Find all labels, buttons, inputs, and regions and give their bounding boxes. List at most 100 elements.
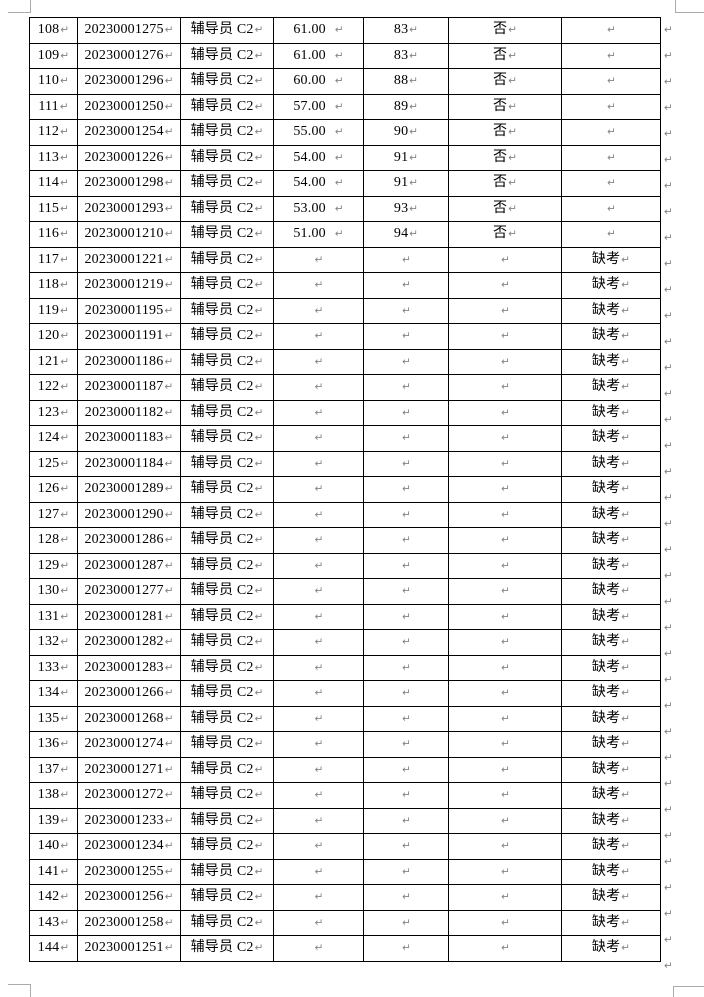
paragraph-mark-icon: ↵ (254, 202, 264, 215)
cell-candidate-id-text: 20230001255 (84, 863, 164, 879)
cell-note-text: 缺考 (591, 583, 621, 598)
cell-interview-flag-text: 否 (492, 73, 508, 88)
paragraph-mark-icon: ↵ (621, 559, 631, 572)
paragraph-mark-icon: ↵ (402, 610, 411, 623)
cell-interview-flag-text: 否 (492, 149, 508, 165)
cell-row-number-text: 116 (38, 226, 60, 241)
cell-row-number: 114↵ (29, 170, 78, 197)
paragraph-mark-icon: ↵ (501, 840, 510, 852)
paragraph-mark-icon: ↵ (60, 559, 70, 572)
table-row: 112↵ 20230001254↵ 辅导员 C2↵ 55.00 ↵ 90↵ 否↵ ↵ (29, 119, 661, 146)
cell-interview-flag: 否↵ (448, 68, 562, 95)
paragraph-mark-icon: ↵ (164, 457, 174, 470)
cell-candidate-id-text: 20230001281 (84, 608, 164, 624)
paragraph-mark-icon: ↵ (314, 610, 324, 623)
row-end-paragraph-mark-icon: ↵ (664, 128, 673, 140)
row-end-paragraph-mark-icon: ↵ (664, 76, 673, 88)
paragraph-mark-icon: ↵ (314, 381, 324, 393)
paragraph-mark-icon: ↵ (164, 151, 174, 164)
table-row: 132↵ 20230001282↵ 辅导员 C2↵ ↵ ↵ ↵ 缺考↵ (29, 629, 661, 656)
paragraph-mark-icon: ↵ (402, 891, 411, 903)
paragraph-mark-icon: ↵ (60, 126, 69, 138)
paragraph-mark-icon: ↵ (621, 763, 631, 776)
cell-row-number: 137↵ (29, 756, 78, 783)
row-end-paragraph-mark-icon: ↵ (664, 24, 673, 36)
cell-rank: ↵ (363, 603, 449, 630)
paragraph-mark-icon: ↵ (402, 381, 411, 393)
paragraph-mark-icon: ↵ (402, 253, 411, 266)
table-row: 137↵ 20230001271↵ 辅导员 C2↵ ↵ ↵ ↵ 缺考↵ (29, 756, 661, 783)
paragraph-mark-icon: ↵ (409, 177, 419, 189)
row-end-paragraph-mark-icon: ↵ (664, 50, 673, 62)
cell-row-number: 111↵ (29, 93, 78, 120)
cell-interview-flag-text: 否 (492, 226, 508, 241)
paragraph-mark-icon: ↵ (402, 330, 411, 342)
cell-candidate-id-text: 20230001210 (84, 226, 164, 241)
cell-candidate-id-text: 20230001274 (84, 736, 164, 751)
paragraph-mark-icon: ↵ (254, 661, 264, 674)
cell-position-text: 辅导员 C2 (190, 659, 254, 675)
cell-candidate-id-text: 20230001289 (84, 481, 164, 496)
cell-rank: 90↵ (363, 119, 449, 146)
paragraph-mark-icon: ↵ (314, 942, 324, 954)
paragraph-mark-icon: ↵ (334, 228, 344, 240)
paragraph-mark-icon: ↵ (402, 483, 411, 495)
paragraph-mark-icon: ↵ (254, 738, 264, 750)
paragraph-mark-icon: ↵ (314, 738, 324, 750)
cell-row-number: 123↵ (29, 399, 78, 426)
paragraph-mark-icon: ↵ (164, 916, 174, 929)
paragraph-mark-icon: ↵ (314, 687, 324, 699)
table-row: 119↵ 20230001195↵ 辅导员 C2↵ ↵ ↵ ↵ 缺考↵ (29, 297, 661, 324)
row-end-paragraph-mark-icon: ↵ (664, 440, 673, 452)
paragraph-mark-icon: ↵ (607, 228, 616, 240)
cell-interview-flag: ↵ (448, 629, 562, 656)
cell-position-text: 辅导员 C2 (190, 328, 254, 343)
paragraph-mark-icon: ↵ (402, 789, 411, 801)
paragraph-mark-icon: ↵ (254, 840, 264, 852)
margin-mark-bottom-left (8, 984, 31, 997)
paragraph-mark-icon: ↵ (621, 840, 631, 852)
cell-score: 61.00 ↵ (273, 42, 364, 69)
paragraph-mark-icon: ↵ (314, 330, 324, 342)
cell-interview-flag: ↵ (448, 935, 562, 962)
row-end-paragraph-mark-icon: ↵ (664, 414, 673, 426)
cell-candidate-id: 20230001277↵ (77, 578, 181, 605)
paragraph-mark-icon: ↵ (164, 202, 174, 215)
paragraph-mark-icon: ↵ (60, 432, 70, 444)
cell-rank: 83↵ (363, 17, 449, 44)
cell-candidate-id-text: 20230001234 (84, 838, 164, 853)
cell-row-number: 120↵ (29, 323, 78, 350)
cell-candidate-id-text: 20230001277 (84, 583, 164, 598)
cell-position-text: 辅导员 C2 (190, 73, 254, 88)
cell-note: 缺考↵ (561, 909, 661, 936)
table-row: 142↵ 20230001256↵ 辅导员 C2↵ ↵ ↵ ↵ 缺考↵ (29, 884, 661, 911)
cell-candidate-id-text: 20230001271 (84, 761, 164, 777)
paragraph-mark-icon: ↵ (60, 738, 70, 750)
paragraph-mark-icon: ↵ (164, 687, 174, 699)
cell-position: 辅导员 C2↵ (180, 42, 274, 69)
row-end-paragraph-mark-icon: ↵ (664, 752, 673, 764)
cell-candidate-id: 20230001268↵ (77, 705, 181, 732)
paragraph-mark-icon: ↵ (501, 585, 510, 597)
cell-interview-flag: ↵ (448, 323, 562, 350)
cell-note-text: 缺考 (591, 404, 621, 420)
paragraph-mark-icon: ↵ (621, 865, 631, 878)
cell-row-number-text: 139 (37, 812, 60, 828)
cell-position-text: 辅导员 C2 (190, 532, 254, 547)
cell-row-number: 118↵ (29, 272, 78, 299)
paragraph-mark-icon: ↵ (314, 253, 324, 266)
cell-note: 缺考↵ (561, 807, 661, 834)
cell-note: 缺考↵ (561, 858, 661, 885)
cell-interview-flag: ↵ (448, 884, 562, 911)
cell-rank-text: 91 (393, 149, 409, 165)
paragraph-mark-icon: ↵ (402, 814, 411, 827)
cell-position-text: 辅导员 C2 (190, 98, 254, 114)
cell-interview-flag-text: 否 (492, 175, 508, 190)
table-row: 125↵ 20230001184↵ 辅导员 C2↵ ↵ ↵ ↵ 缺考↵ (29, 450, 661, 477)
paragraph-mark-icon: ↵ (164, 585, 174, 597)
paragraph-mark-icon: ↵ (607, 75, 616, 87)
table-row: 120↵ 20230001191↵ 辅导员 C2↵ ↵ ↵ ↵ 缺考↵ (29, 323, 661, 350)
cell-position-text: 辅导员 C2 (190, 812, 254, 828)
paragraph-mark-icon: ↵ (60, 840, 70, 852)
cell-score: ↵ (273, 705, 364, 732)
